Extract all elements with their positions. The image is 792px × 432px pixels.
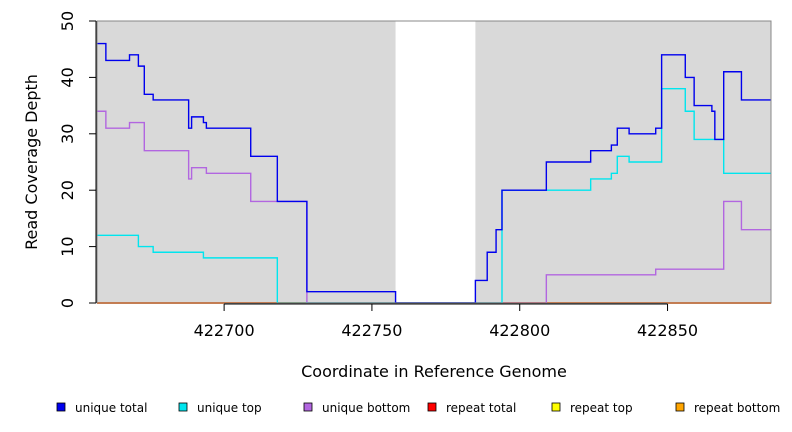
plot-frame <box>96 20 772 304</box>
x-tick-label: 422800 <box>489 321 550 340</box>
shaded-regions <box>97 21 771 303</box>
x-axis-title: Coordinate in Reference Genome <box>301 362 567 381</box>
y-tick-label: 20 <box>58 180 77 200</box>
x-tick-label: 422850 <box>637 321 698 340</box>
x-tick-label: 422750 <box>341 321 402 340</box>
legend-swatch-repeat-top <box>551 402 561 412</box>
legend-label-unique-total: unique total <box>75 401 147 415</box>
y-axis: 0 10 20 30 40 50 <box>58 11 97 308</box>
legend-label-repeat-bottom: repeat bottom <box>694 401 780 415</box>
legend-label-unique-bottom: unique bottom <box>322 401 410 415</box>
series-unique-bottom <box>97 110 771 304</box>
y-tick-label: 10 <box>58 236 77 256</box>
legend-swatch-unique-total <box>56 402 66 412</box>
legend-swatch-unique-bottom <box>303 402 313 412</box>
legend-swatch-repeat-total <box>427 402 437 412</box>
legend-label-repeat-total: repeat total <box>446 401 516 415</box>
y-tick-label: 30 <box>58 124 77 144</box>
shaded-region-2 <box>475 21 771 303</box>
x-axis: 422700 422750 422800 422850 <box>194 303 698 340</box>
legend: unique total unique top unique bottom repea… <box>56 401 780 415</box>
y-tick-label: 0 <box>58 298 77 308</box>
y-tick-label: 50 <box>58 11 77 31</box>
y-tick-label: 40 <box>58 67 77 87</box>
y-axis-title: Read Coverage Depth <box>22 74 41 250</box>
legend-label-unique-top: unique top <box>197 401 262 415</box>
x-tick-label: 422700 <box>194 321 255 340</box>
legend-swatch-repeat-bottom <box>675 402 685 412</box>
shaded-region-1 <box>97 21 396 303</box>
legend-swatch-unique-top <box>178 402 188 412</box>
series-unique-top <box>97 87 771 304</box>
legend-label-repeat-top: repeat top <box>570 401 633 415</box>
series-unique-total <box>97 42 771 304</box>
